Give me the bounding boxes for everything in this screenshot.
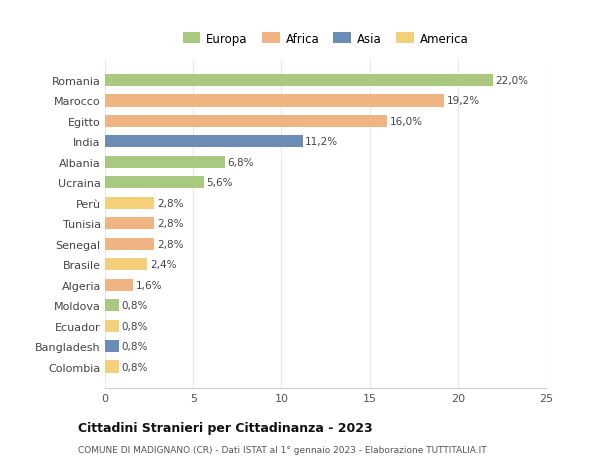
Bar (105, 340, 119, 353)
Bar (105, 116, 387, 128)
Bar (105, 218, 154, 230)
Text: 22,0%: 22,0% (496, 76, 529, 86)
Text: 19,2%: 19,2% (446, 96, 479, 106)
Text: 5,6%: 5,6% (206, 178, 233, 188)
Bar (105, 74, 493, 87)
Text: COMUNE DI MADIGNANO (CR) - Dati ISTAT al 1° gennaio 2023 - Elaborazione TUTTITAL: COMUNE DI MADIGNANO (CR) - Dati ISTAT al… (78, 445, 487, 454)
Text: 1,6%: 1,6% (136, 280, 163, 290)
Text: 11,2%: 11,2% (305, 137, 338, 147)
Bar (105, 177, 204, 189)
Bar (105, 299, 119, 312)
Bar (105, 320, 119, 332)
Text: 2,4%: 2,4% (150, 260, 176, 269)
Text: Cittadini Stranieri per Cittadinanza - 2023: Cittadini Stranieri per Cittadinanza - 2… (78, 421, 373, 434)
Text: 6,8%: 6,8% (227, 157, 254, 168)
Bar (105, 95, 443, 107)
Bar (105, 157, 225, 168)
Bar (105, 258, 148, 271)
Text: 2,8%: 2,8% (157, 198, 184, 208)
Text: 0,8%: 0,8% (122, 321, 148, 331)
Bar (105, 279, 133, 291)
Text: 2,8%: 2,8% (157, 219, 184, 229)
Bar (105, 361, 119, 373)
Bar (105, 136, 302, 148)
Text: 0,8%: 0,8% (122, 362, 148, 372)
Legend: Europa, Africa, Asia, America: Europa, Africa, Asia, America (182, 33, 469, 46)
Text: 2,8%: 2,8% (157, 239, 184, 249)
Bar (105, 197, 154, 209)
Text: 16,0%: 16,0% (390, 117, 423, 127)
Bar (105, 238, 154, 250)
Text: 0,8%: 0,8% (122, 341, 148, 351)
Text: 0,8%: 0,8% (122, 301, 148, 310)
